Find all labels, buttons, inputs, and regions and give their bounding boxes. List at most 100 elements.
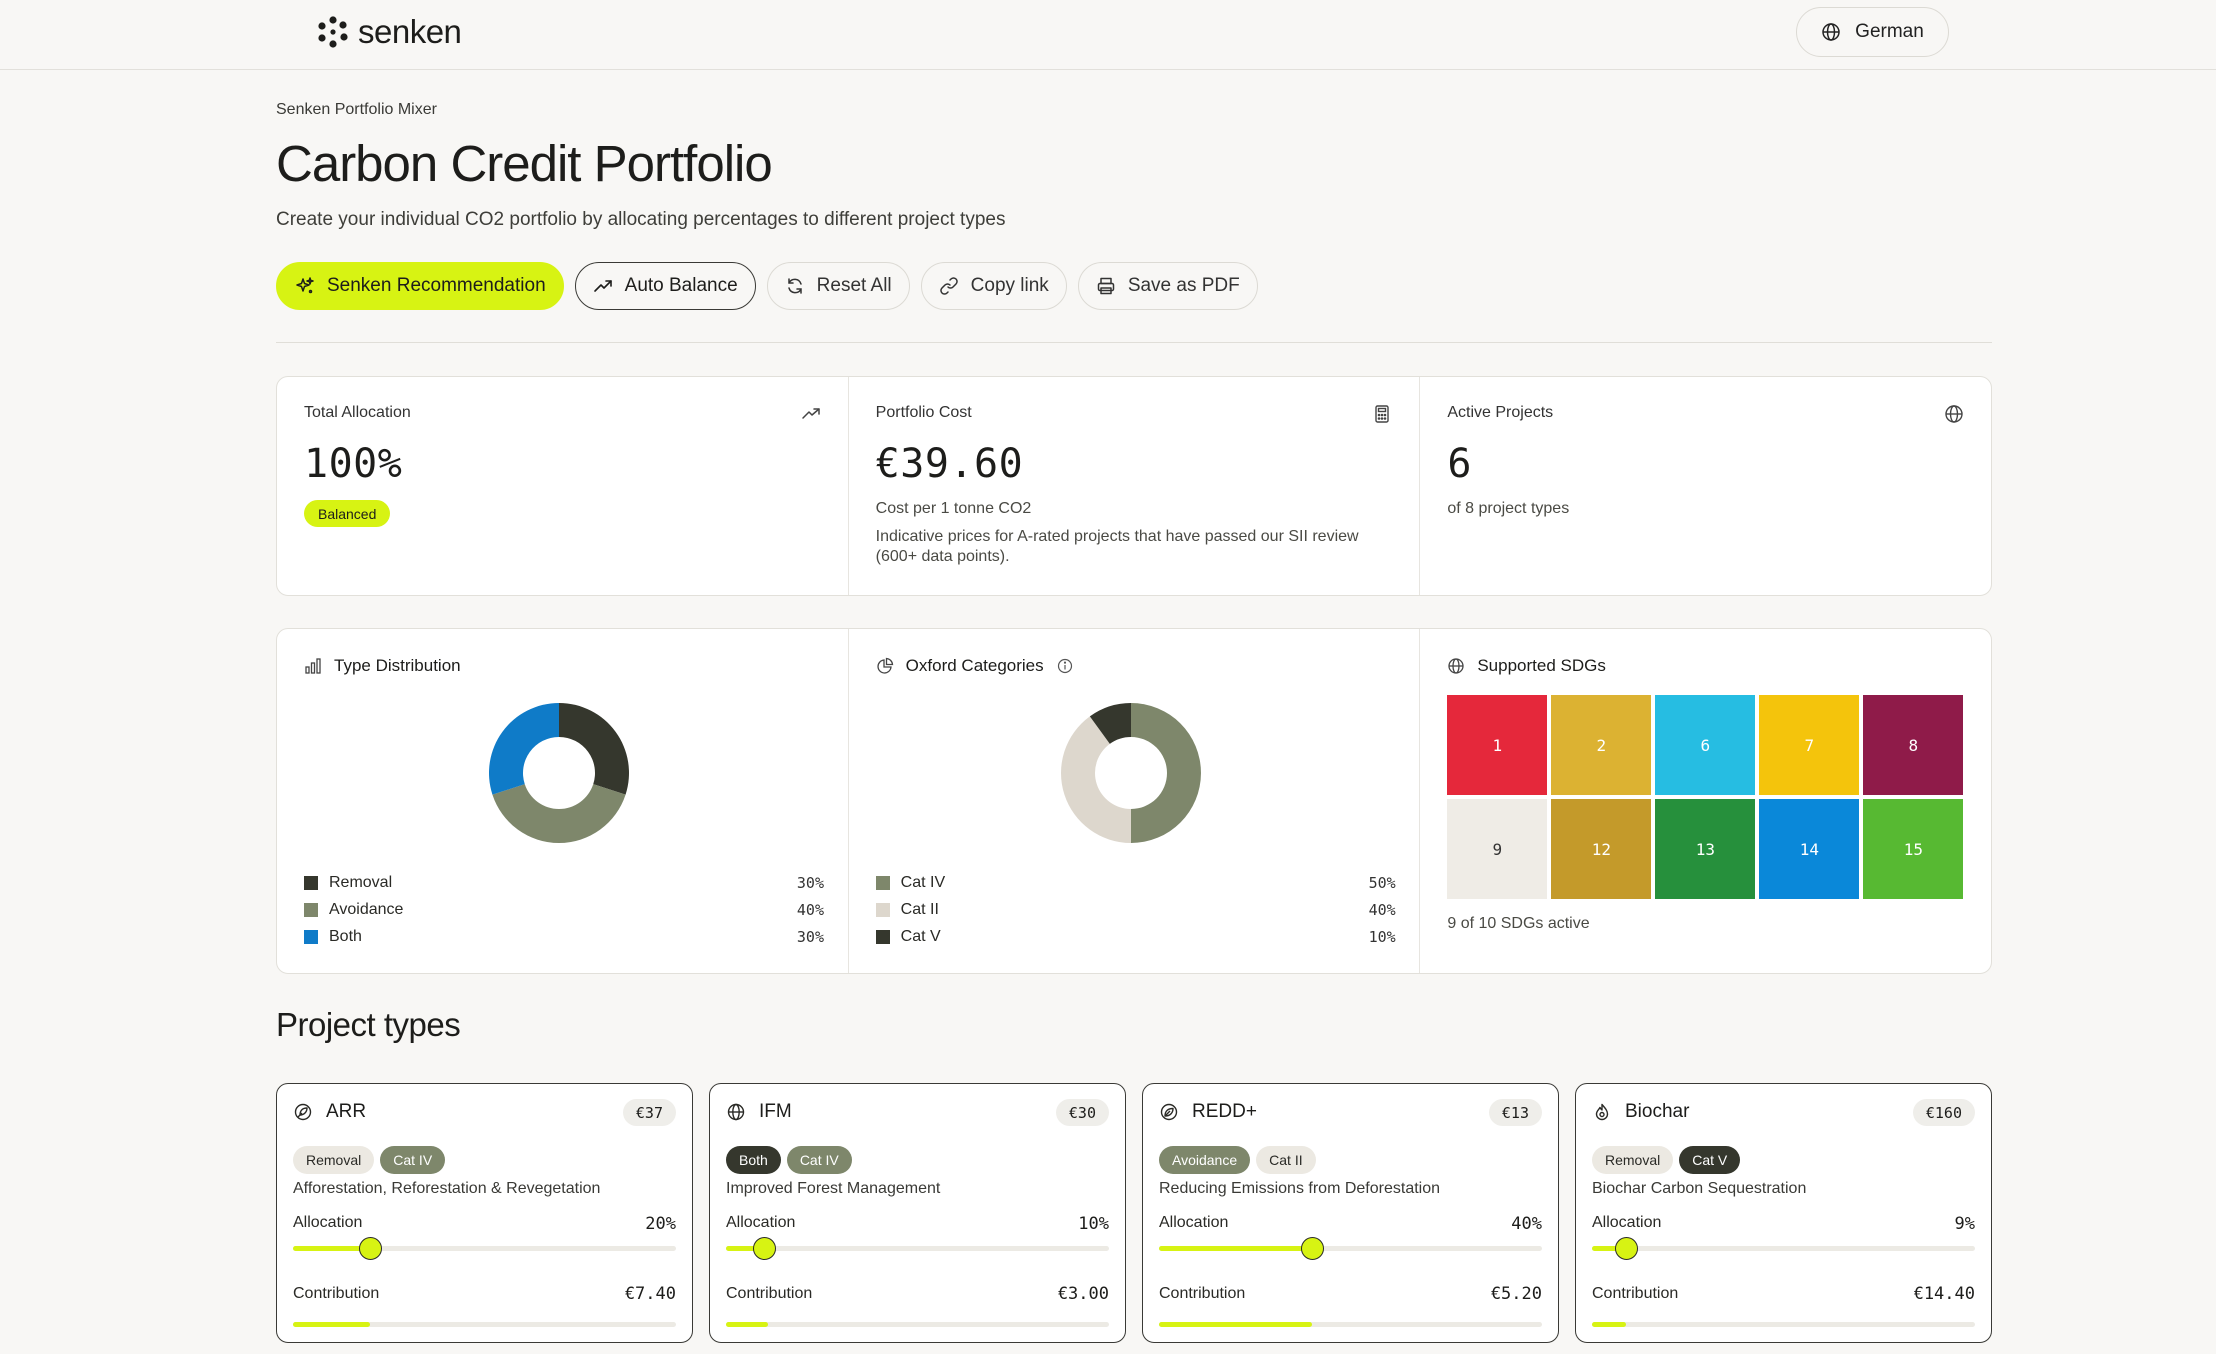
project-description: Afforestation, Reforestation & Revegetat… [293, 1180, 601, 1197]
contribution-label: Contribution [1592, 1285, 1679, 1302]
pie-chart-icon [877, 657, 893, 674]
contribution-value: €5.20 [1490, 1284, 1542, 1304]
legend-item: Removal 30% [304, 869, 824, 896]
active-projects-card: Active Projects 6 of 8 project types [1420, 377, 1991, 595]
supported-sdgs-card: Supported SDGs 1 2 6 7 8 9 12 13 14 15 9 of 10 SD… [1420, 629, 1991, 973]
allocation-slider[interactable] [1592, 1237, 1975, 1260]
allocation-label: Allocation [293, 1214, 363, 1231]
project-card-arr: ARR €37 Removal Cat IV Afforestation, Ref… [276, 1083, 693, 1343]
globe-icon [727, 1103, 745, 1121]
sdg-tile-7: 7 [1759, 695, 1860, 795]
sparkles-icon [296, 277, 314, 294]
contribution-bar [726, 1322, 1109, 1327]
contribution-label: Contribution [1159, 1285, 1246, 1302]
stats-panel: Total Allocation 100% Balanced Portfolio… [276, 376, 1992, 596]
globe-icon [1822, 23, 1840, 41]
reset-all-label: Reset All [816, 275, 892, 296]
contribution-bar-fill [726, 1322, 769, 1327]
project-name: IFM [759, 1101, 792, 1122]
portfolio-cost-card: Portfolio Cost €39.60 Cost per 1 tonne C… [849, 377, 1421, 595]
allocation-slider-thumb[interactable] [358, 1237, 382, 1260]
allocation-slider-thumb[interactable] [1615, 1237, 1639, 1260]
reset-all-button[interactable]: Reset All [766, 262, 910, 310]
sdg-tile-8: 8 [1863, 695, 1964, 795]
copy-link-button[interactable]: Copy link [920, 262, 1067, 310]
legend-value: 30% [796, 873, 824, 892]
top-bar: senken German [0, 0, 2216, 70]
sdg-tile-13: 13 [1655, 799, 1756, 899]
project-price-badge: €13 [1488, 1099, 1542, 1126]
donut-slice-cat-v [1089, 703, 1131, 744]
language-selector[interactable]: German [1796, 7, 1949, 57]
sdg-count: 9 of 10 SDGs active [1447, 915, 1590, 932]
project-tag: Both [726, 1146, 781, 1174]
contribution-value: €3.00 [1057, 1284, 1109, 1304]
action-bar: Senken Recommendation Auto Balance Reset… [276, 262, 1258, 310]
supported-sdgs-title: Supported SDGs [1447, 656, 1606, 676]
project-tag: Cat IV [786, 1146, 852, 1174]
project-tag: Removal [293, 1146, 375, 1174]
contribution-bar [1159, 1322, 1542, 1327]
type-distribution-title: Type Distribution [304, 656, 461, 676]
legend-swatch [304, 929, 318, 944]
legend-item: Cat IV 50% [875, 869, 1396, 896]
legend-swatch [875, 929, 890, 944]
brand-logo[interactable]: senken [316, 12, 462, 52]
project-tags: Removal Cat V [1592, 1146, 1741, 1174]
printer-icon [1097, 277, 1115, 295]
legend-item: Cat II 40% [875, 896, 1396, 923]
allocation-value: 20% [645, 1214, 676, 1234]
contribution-bar [293, 1322, 676, 1327]
project-header: ARR [293, 1101, 366, 1123]
type-distribution-title-text: Type Distribution [334, 656, 461, 675]
allocation-slider-thumb[interactable] [1301, 1237, 1325, 1260]
legend-item: Cat V 10% [875, 923, 1396, 950]
flame-icon [1595, 1103, 1609, 1121]
project-header: REDD+ [1159, 1101, 1257, 1123]
contribution-bar-fill [1159, 1322, 1313, 1327]
link-icon [939, 277, 958, 295]
portfolio-cost-label: Portfolio Cost [875, 404, 972, 421]
project-tags: Both Cat IV [726, 1146, 852, 1174]
trending-up-icon [801, 408, 820, 419]
portfolio-cost-note: Indicative prices for A-rated projects t… [875, 528, 1359, 565]
save-pdf-button[interactable]: Save as PDF [1077, 262, 1258, 310]
allocation-slider[interactable] [293, 1237, 676, 1260]
contribution-value: €7.40 [624, 1284, 676, 1304]
allocation-slider-fill [1159, 1246, 1313, 1251]
language-label: German [1855, 21, 1924, 42]
sdg-tile-9: 9 [1447, 799, 1548, 899]
project-card-ifm: IFM €30 Both Cat IV Improved Forest Manag… [709, 1083, 1126, 1343]
project-cards: ARR €37 Removal Cat IV Afforestation, Ref… [276, 1083, 1992, 1343]
project-tag: Removal [1592, 1146, 1674, 1174]
supported-sdgs-title-text: Supported SDGs [1477, 656, 1606, 675]
status-badge: Balanced [304, 500, 391, 527]
legend-swatch [875, 875, 890, 890]
sdg-tile-12: 12 [1551, 799, 1652, 899]
contribution-label: Contribution [293, 1285, 380, 1302]
allocation-value: 9% [1954, 1214, 1975, 1234]
oxford-categories-donut [1060, 703, 1201, 843]
auto-balance-button[interactable]: Auto Balance [574, 262, 756, 310]
trending-up-icon [593, 280, 612, 292]
senken-recommendation-button[interactable]: Senken Recommendation [276, 262, 564, 310]
contribution-bar [1592, 1322, 1975, 1327]
project-price-badge: €37 [622, 1099, 676, 1126]
allocation-slider[interactable] [1159, 1237, 1542, 1260]
allocation-slider-fill [1592, 1246, 1627, 1251]
donut-slice-avoidance [492, 784, 626, 843]
legend-value: 50% [1368, 873, 1396, 892]
bar-chart-icon [305, 658, 321, 674]
project-description: Improved Forest Management [726, 1180, 941, 1197]
allocation-slider[interactable] [726, 1237, 1109, 1260]
auto-balance-label: Auto Balance [624, 275, 738, 296]
allocation-slider-fill [726, 1246, 765, 1251]
oxford-categories-legend: Cat IV 50% Cat II 40% Cat V 10% [875, 869, 1396, 950]
allocation-label: Allocation [726, 1214, 796, 1231]
info-icon[interactable] [1056, 657, 1074, 675]
legend-value: 10% [1368, 927, 1396, 946]
donut-slice-cat-ii [1060, 716, 1131, 843]
allocation-slider-thumb[interactable] [753, 1237, 777, 1260]
legend-item: Both 30% [304, 923, 824, 950]
refresh-icon [787, 278, 802, 294]
